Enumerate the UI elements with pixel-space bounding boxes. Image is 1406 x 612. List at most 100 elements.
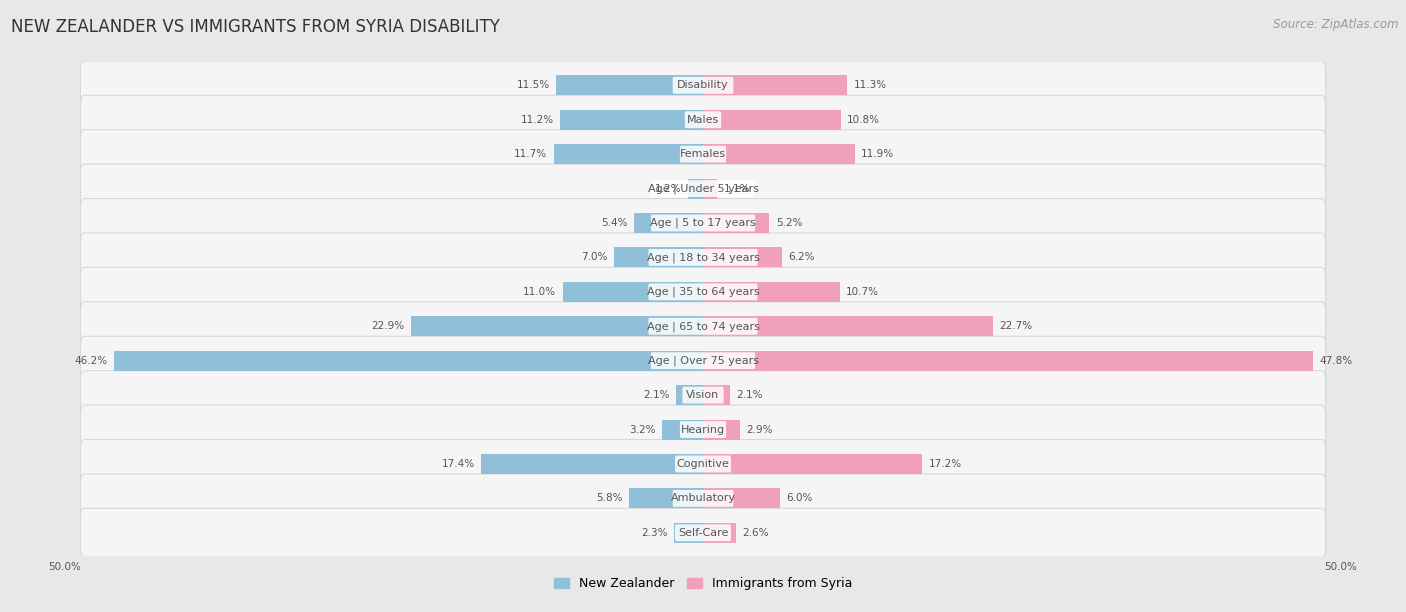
Text: 11.9%: 11.9% xyxy=(862,149,894,159)
Bar xyxy=(703,420,740,439)
Text: Age | 65 to 74 years: Age | 65 to 74 years xyxy=(647,321,759,332)
Text: 6.2%: 6.2% xyxy=(789,252,815,263)
Bar xyxy=(560,110,703,130)
Text: Vision: Vision xyxy=(686,390,720,400)
Bar xyxy=(703,75,848,95)
Bar xyxy=(411,316,703,336)
Text: NEW ZEALANDER VS IMMIGRANTS FROM SYRIA DISABILITY: NEW ZEALANDER VS IMMIGRANTS FROM SYRIA D… xyxy=(11,18,501,36)
Text: Ambulatory: Ambulatory xyxy=(671,493,735,504)
FancyBboxPatch shape xyxy=(80,267,1326,316)
Bar xyxy=(613,247,703,267)
FancyBboxPatch shape xyxy=(682,387,724,403)
FancyBboxPatch shape xyxy=(80,302,1326,351)
Bar xyxy=(114,351,703,371)
Text: Females: Females xyxy=(681,149,725,159)
FancyBboxPatch shape xyxy=(651,215,755,231)
Bar xyxy=(662,420,703,439)
Text: 17.4%: 17.4% xyxy=(441,459,475,469)
Text: 10.8%: 10.8% xyxy=(848,114,880,125)
Text: 46.2%: 46.2% xyxy=(75,356,107,366)
Bar xyxy=(554,144,703,164)
Bar xyxy=(703,110,841,130)
FancyBboxPatch shape xyxy=(80,509,1326,558)
Bar xyxy=(673,523,703,543)
Text: 22.7%: 22.7% xyxy=(1000,321,1032,331)
FancyBboxPatch shape xyxy=(681,146,725,163)
Text: 3.2%: 3.2% xyxy=(630,425,655,435)
Text: 47.8%: 47.8% xyxy=(1319,356,1353,366)
FancyBboxPatch shape xyxy=(648,249,758,266)
FancyBboxPatch shape xyxy=(80,474,1326,523)
FancyBboxPatch shape xyxy=(672,77,734,94)
Text: Age | Over 75 years: Age | Over 75 years xyxy=(648,356,758,366)
Text: 11.0%: 11.0% xyxy=(523,287,557,297)
Bar xyxy=(557,75,703,95)
Text: Age | 18 to 34 years: Age | 18 to 34 years xyxy=(647,252,759,263)
Text: Age | 5 to 17 years: Age | 5 to 17 years xyxy=(650,218,756,228)
FancyBboxPatch shape xyxy=(80,95,1326,144)
FancyBboxPatch shape xyxy=(681,421,725,438)
FancyBboxPatch shape xyxy=(80,371,1326,420)
Text: Self-Care: Self-Care xyxy=(678,528,728,538)
Bar xyxy=(703,213,769,233)
Text: 5.2%: 5.2% xyxy=(776,218,803,228)
Bar xyxy=(703,247,782,267)
Bar xyxy=(703,316,993,336)
Bar xyxy=(634,213,703,233)
FancyBboxPatch shape xyxy=(80,198,1326,247)
Bar xyxy=(703,385,730,405)
Bar xyxy=(628,488,703,509)
Bar xyxy=(703,351,1313,371)
Bar xyxy=(703,523,737,543)
Text: 7.0%: 7.0% xyxy=(581,252,607,263)
Text: 11.7%: 11.7% xyxy=(515,149,547,159)
Text: Age | Under 5 years: Age | Under 5 years xyxy=(648,184,758,194)
Bar xyxy=(676,385,703,405)
Text: 5.4%: 5.4% xyxy=(602,218,627,228)
FancyBboxPatch shape xyxy=(80,405,1326,454)
Text: 11.3%: 11.3% xyxy=(853,80,887,91)
Bar xyxy=(703,282,839,302)
Text: Males: Males xyxy=(688,114,718,125)
FancyBboxPatch shape xyxy=(672,490,734,507)
FancyBboxPatch shape xyxy=(675,455,731,472)
Text: 2.1%: 2.1% xyxy=(644,390,669,400)
Text: 2.1%: 2.1% xyxy=(737,390,762,400)
Text: 11.2%: 11.2% xyxy=(520,114,554,125)
FancyBboxPatch shape xyxy=(80,336,1326,385)
Text: 17.2%: 17.2% xyxy=(929,459,962,469)
Bar xyxy=(481,454,703,474)
Bar xyxy=(703,488,779,509)
FancyBboxPatch shape xyxy=(80,130,1326,179)
FancyBboxPatch shape xyxy=(685,111,721,128)
FancyBboxPatch shape xyxy=(651,353,755,369)
Text: Source: ZipAtlas.com: Source: ZipAtlas.com xyxy=(1274,18,1399,31)
Text: 10.7%: 10.7% xyxy=(846,287,879,297)
FancyBboxPatch shape xyxy=(80,164,1326,213)
FancyBboxPatch shape xyxy=(675,524,731,541)
Text: 1.1%: 1.1% xyxy=(724,184,749,193)
FancyBboxPatch shape xyxy=(80,439,1326,488)
Legend: New Zealander, Immigrants from Syria: New Zealander, Immigrants from Syria xyxy=(548,572,858,595)
Bar xyxy=(703,144,855,164)
Text: 1.2%: 1.2% xyxy=(655,184,682,193)
FancyBboxPatch shape xyxy=(651,180,755,197)
FancyBboxPatch shape xyxy=(648,283,758,300)
Bar xyxy=(703,454,922,474)
Text: Age | 35 to 64 years: Age | 35 to 64 years xyxy=(647,286,759,297)
FancyBboxPatch shape xyxy=(648,318,758,335)
Text: 2.6%: 2.6% xyxy=(742,528,769,538)
Text: 22.9%: 22.9% xyxy=(371,321,405,331)
Text: Cognitive: Cognitive xyxy=(676,459,730,469)
Bar xyxy=(562,282,703,302)
Text: 5.8%: 5.8% xyxy=(596,493,623,504)
Text: 6.0%: 6.0% xyxy=(786,493,813,504)
Bar xyxy=(703,179,717,198)
Text: Disability: Disability xyxy=(678,80,728,91)
Text: 11.5%: 11.5% xyxy=(517,80,550,91)
Text: 2.3%: 2.3% xyxy=(641,528,668,538)
Text: 2.9%: 2.9% xyxy=(747,425,773,435)
FancyBboxPatch shape xyxy=(80,61,1326,110)
FancyBboxPatch shape xyxy=(80,233,1326,282)
Text: Hearing: Hearing xyxy=(681,425,725,435)
